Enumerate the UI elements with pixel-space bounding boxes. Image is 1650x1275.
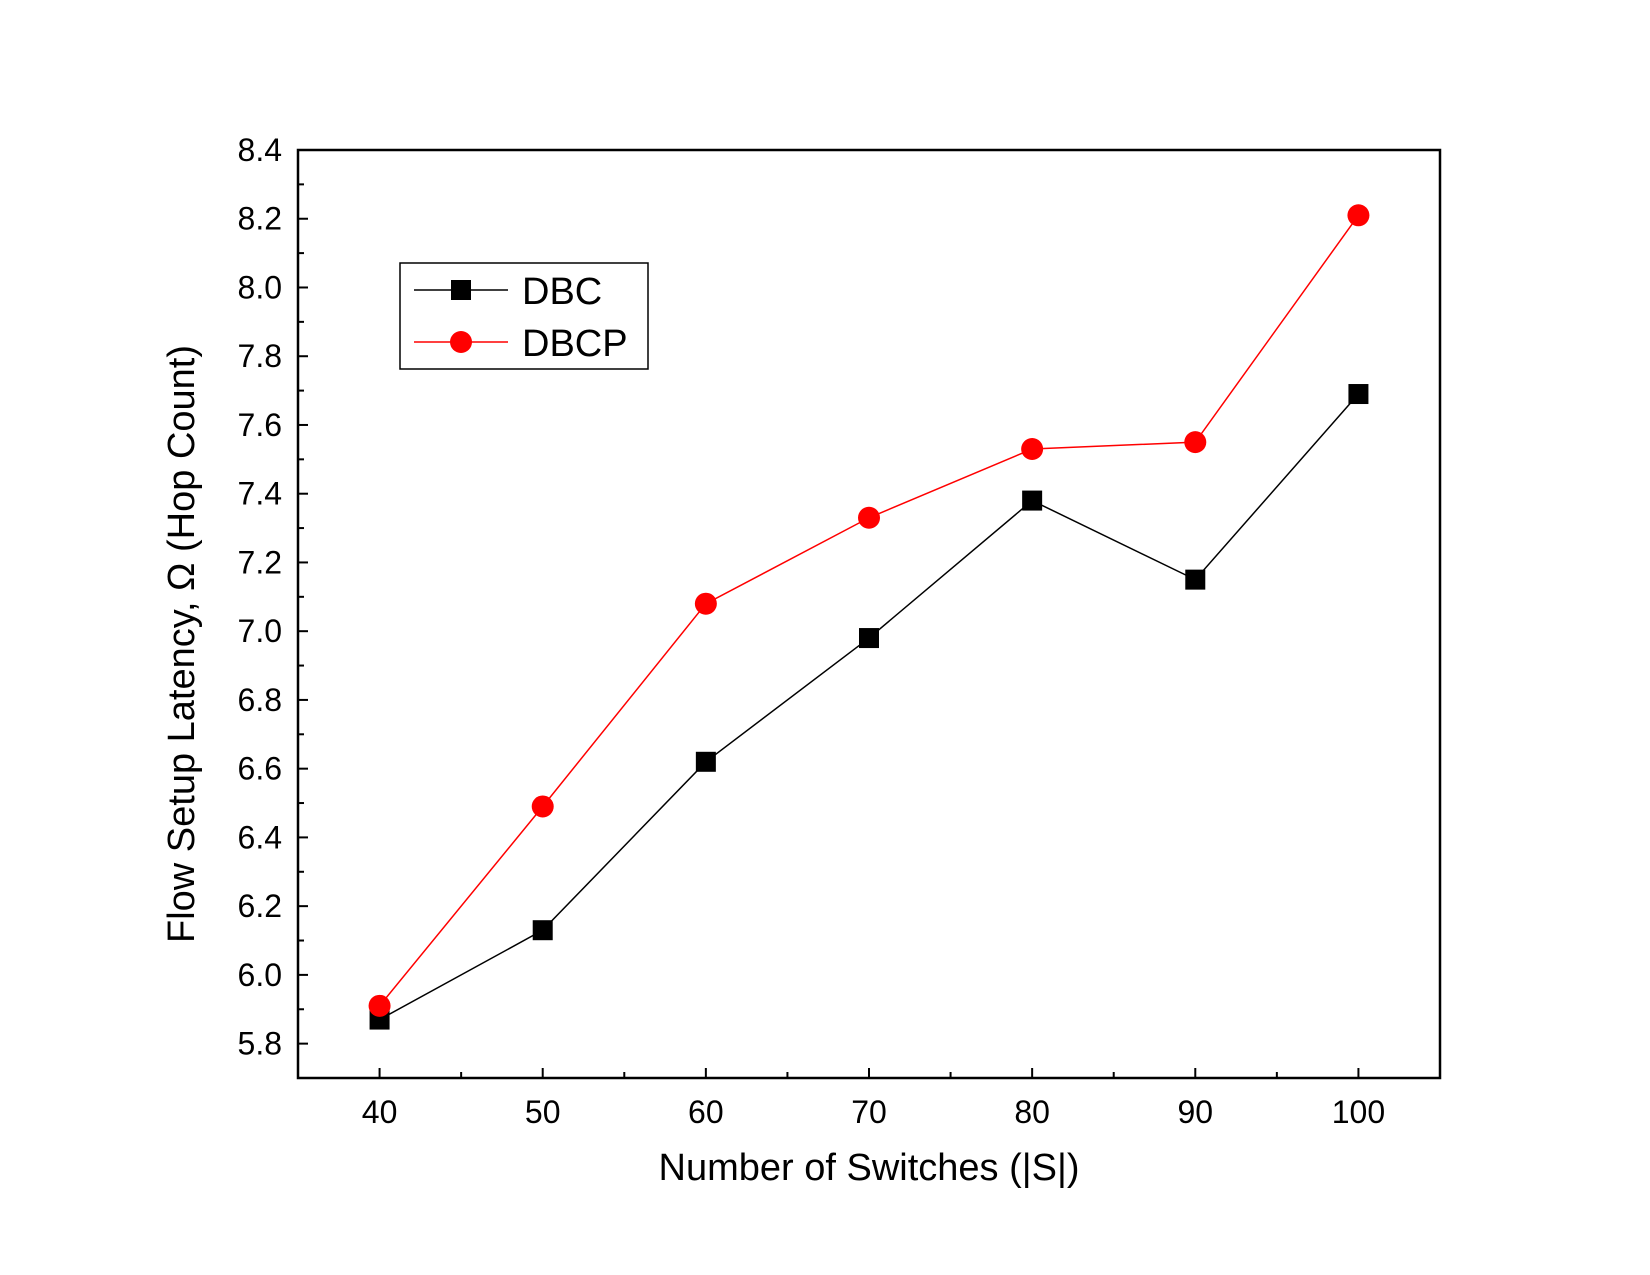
series-dbc [369, 384, 1369, 1030]
data-point [1021, 438, 1044, 461]
y-tick-label: 6.4 [238, 819, 282, 855]
x-tick-label: 50 [525, 1094, 561, 1130]
legend-marker [450, 331, 472, 353]
y-tick-label: 8.2 [238, 201, 282, 237]
series-group [368, 204, 1370, 1030]
x-axis-title: Number of Switches (|S|) [659, 1147, 1080, 1189]
x-tick-label: 80 [1014, 1094, 1050, 1130]
legend-label: DBCP [522, 323, 628, 365]
x-tick-label: 90 [1177, 1094, 1213, 1130]
data-point [531, 795, 554, 818]
data-point [694, 592, 717, 615]
data-point [532, 920, 553, 941]
x-tick-label: 100 [1332, 1094, 1385, 1130]
data-point [1348, 384, 1369, 405]
legend-entry-dbc: DBC [414, 271, 602, 313]
tick-labels: 40 50 60 70 80 90 100 5.8 6.0 6.2 6.4 6.6 6.8 7.0 7.2 7… [238, 132, 1386, 1130]
data-point [695, 751, 716, 772]
y-tick-label: 7.8 [238, 338, 282, 374]
x-tick-label: 60 [688, 1094, 724, 1130]
y-tick-label: 6.8 [238, 682, 282, 718]
y-tick-label: 5.8 [238, 1026, 282, 1062]
y-tick-label: 6.0 [238, 957, 282, 993]
x-tick-label: 70 [851, 1094, 887, 1130]
legend-entry-dbcp: DBCP [414, 323, 628, 365]
data-point [1185, 569, 1206, 590]
data-point [1184, 431, 1207, 454]
y-tick-label: 7.6 [238, 407, 282, 443]
y-tick-label: 7.0 [238, 613, 282, 649]
y-tick-label: 7.4 [238, 476, 282, 512]
legend-label: DBC [522, 271, 602, 313]
y-tick-label: 7.2 [238, 544, 282, 580]
data-point [859, 628, 879, 649]
data-point [858, 506, 880, 529]
y-tick-label: 8.4 [238, 132, 282, 168]
legend-box [399, 262, 649, 370]
x-tick-label: 40 [362, 1094, 398, 1130]
data-point [1022, 490, 1043, 511]
legend-marker [451, 280, 471, 300]
y-tick-label: 6.6 [238, 751, 282, 787]
y-tick-label: 8.0 [238, 269, 282, 305]
legend: DBC DBCP [399, 262, 649, 370]
series-line [379, 393, 1359, 1021]
data-point [1347, 204, 1370, 227]
series-dbcp [368, 204, 1370, 1017]
y-tick-label: 6.2 [238, 888, 282, 924]
plot-frame [296, 148, 1442, 1080]
data-point [368, 994, 391, 1017]
y-axis-title: Flow Setup Latency, Ω (Hop Count) [161, 345, 203, 943]
